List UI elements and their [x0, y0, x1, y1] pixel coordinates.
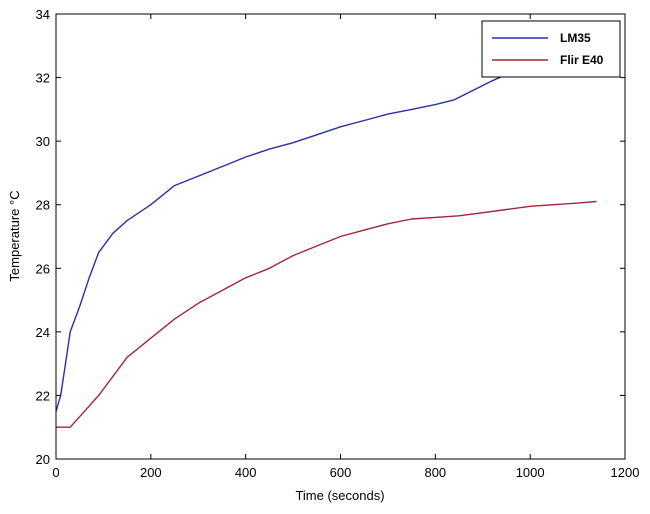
x-tick-label: 0 [52, 465, 59, 480]
x-tick-label: 400 [235, 465, 257, 480]
ticks-layer: 0 200 400 600 800 1000 1200 20 22 24 26 28 30 32 34 [36, 7, 640, 480]
series-line-2 [56, 200, 597, 428]
y-tick-label: 32 [36, 71, 50, 86]
legend-label: Flir E40 [560, 53, 604, 67]
x-tick-label: 800 [424, 465, 446, 480]
x-tick-label: 1000 [516, 465, 545, 480]
legend-box [481, 20, 621, 78]
y-tick-label: 22 [36, 388, 50, 403]
y-tick-label: 26 [36, 261, 50, 276]
x-tick-label: 1200 [611, 465, 640, 480]
y-tick-label: 34 [36, 7, 50, 22]
legend: LM35 Flir E40 [481, 20, 621, 78]
y-tick-label: 28 [36, 198, 50, 213]
y-tick-label: 20 [36, 452, 50, 467]
y-tick-label: 30 [36, 134, 50, 149]
x-tick-label: 600 [330, 465, 352, 480]
legend-label: LM35 [560, 31, 591, 45]
x-tick-label: 200 [140, 465, 162, 480]
y-axis-label: Temperature °C [7, 190, 22, 281]
x-axis-label: Time (seconds) [295, 488, 384, 503]
y-tick-label: 24 [36, 325, 50, 340]
